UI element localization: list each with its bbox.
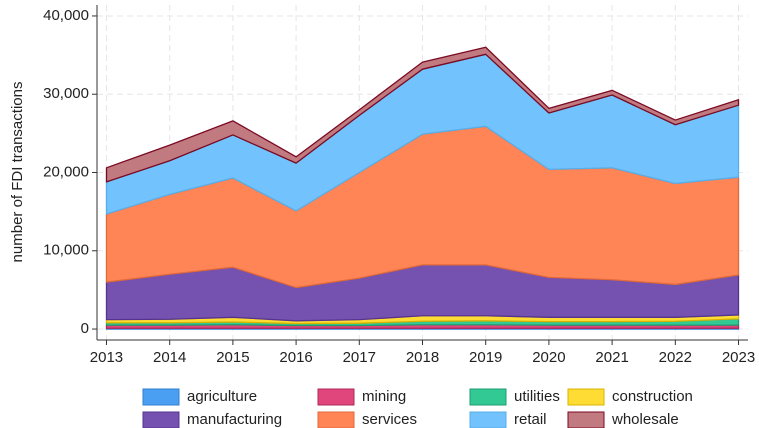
x-tick-label: 2020: [532, 349, 565, 366]
x-tick-label: 2018: [406, 349, 439, 366]
legend-swatch: [567, 411, 605, 428]
legend-swatch: [317, 388, 355, 406]
y-tick-label: 0: [81, 320, 89, 337]
y-tick-label: 30,000: [43, 85, 89, 102]
area: [105, 46, 740, 183]
legend-label: utilities: [514, 388, 560, 405]
legend-swatch: [142, 411, 180, 428]
y-tick-label: 20,000: [43, 163, 89, 180]
y-axis-label: number of FDI transactions: [9, 82, 26, 263]
x-tick-label: 2019: [469, 349, 502, 366]
legend-swatch: [469, 388, 507, 406]
x-tick-label: 2013: [90, 349, 123, 366]
x-tick-label: 2017: [343, 349, 376, 366]
legend-label: mining: [362, 388, 406, 405]
legend-label: retail: [514, 411, 547, 428]
x-tick-label: 2016: [279, 349, 312, 366]
y-tick-label: 40,000: [43, 7, 89, 24]
y-tick-label: 10,000: [43, 242, 89, 259]
x-tick-label: 2015: [216, 349, 249, 366]
legend-swatch: [317, 411, 355, 428]
legend-swatch: [142, 388, 180, 406]
legend-swatch: [469, 411, 507, 428]
x-tick-label: 2023: [722, 349, 755, 366]
legend-label: wholesale: [611, 411, 679, 428]
legend-label: services: [362, 411, 417, 428]
legend-swatch: [567, 388, 605, 406]
legend-label: manufacturing: [187, 411, 282, 428]
legend-label: agriculture: [187, 388, 257, 405]
legend-label: construction: [612, 388, 693, 405]
x-tick-label: 2021: [595, 349, 628, 366]
x-tick-label: 2022: [659, 349, 692, 366]
x-tick-label: 2014: [153, 349, 186, 366]
